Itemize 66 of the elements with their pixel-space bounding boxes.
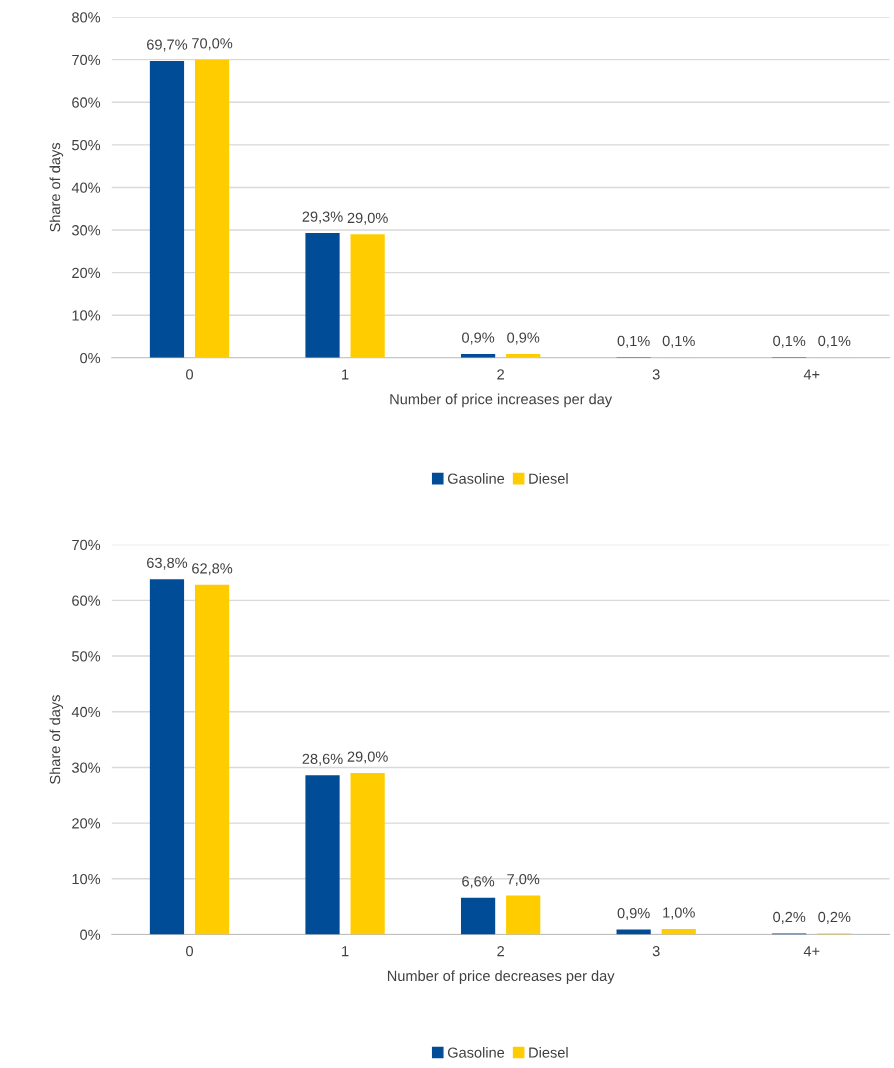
data-label: 29,3% <box>302 211 343 224</box>
x-tick-label: 0 <box>186 946 194 957</box>
x-tick-label: 0 <box>186 369 194 380</box>
data-label: 0,2% <box>818 911 851 924</box>
y-axis-title: Share of days <box>49 142 64 232</box>
y-tick-label: 10% <box>72 310 101 321</box>
x-tick-label: 4+ <box>803 946 820 957</box>
x-tick-label: 1 <box>342 369 349 380</box>
bar <box>149 60 185 358</box>
data-label: 29,0% <box>347 212 388 225</box>
data-label: 29,0% <box>347 751 388 764</box>
y-tick-label: 0% <box>80 929 101 940</box>
data-label: 7,0% <box>507 873 540 887</box>
x-axis-title: Number of price decreases per day <box>387 970 615 984</box>
legend-label: Gasoline <box>447 1047 505 1058</box>
bar <box>460 897 496 935</box>
y-tick-label: 80% <box>72 12 101 23</box>
x-tick-label: 2 <box>497 369 504 380</box>
bar <box>194 59 230 358</box>
y-tick-label: 30% <box>72 225 101 236</box>
bar <box>305 233 340 358</box>
x-tick-label: 3 <box>652 369 660 380</box>
y-tick-label: 70% <box>72 54 101 66</box>
bar <box>616 929 651 935</box>
data-label: 69,7% <box>147 39 188 52</box>
data-label: 63,8% <box>147 557 188 570</box>
x-tick-label: 2 <box>497 946 504 957</box>
data-label: 6,6% <box>462 876 495 889</box>
legend-label: Diesel <box>529 473 568 484</box>
data-label: 62,8% <box>192 563 233 576</box>
data-label: 70,0% <box>192 38 233 51</box>
bar <box>506 895 541 935</box>
y-tick-label: 20% <box>72 267 101 279</box>
y-tick-label: 50% <box>72 139 101 151</box>
data-label: 0,9% <box>617 907 650 920</box>
y-tick-label: 60% <box>72 97 101 108</box>
data-label: 0,1% <box>818 335 851 348</box>
bar <box>194 584 230 935</box>
data-label: 1,0% <box>663 907 695 920</box>
data-label: 0,1% <box>617 335 650 348</box>
y-tick-label: 40% <box>71 706 101 718</box>
data-label: 0,1% <box>662 335 695 348</box>
bar <box>350 234 385 358</box>
legend-label: Diesel <box>529 1047 568 1058</box>
data-label: 0,9% <box>507 332 540 345</box>
y-tick-label: 60% <box>72 595 101 606</box>
bar <box>149 579 185 935</box>
data-label: 0,9% <box>462 332 495 345</box>
y-tick-label: 40% <box>71 182 101 193</box>
y-tick-label: 0% <box>80 352 101 364</box>
bar <box>305 775 340 935</box>
data-label: 0,1% <box>773 335 806 348</box>
x-axis-title: Number of price increases per day <box>390 393 613 408</box>
y-tick-label: 30% <box>72 762 101 773</box>
y-tick-label: 10% <box>72 873 101 885</box>
y-tick-label: 50% <box>72 651 101 662</box>
legend-label: Gasoline <box>447 473 505 484</box>
y-tick-label: 20% <box>72 818 101 829</box>
data-label: 0,2% <box>773 911 806 924</box>
x-tick-label: 4+ <box>803 369 820 380</box>
y-tick-label: 70% <box>72 539 101 551</box>
x-tick-label: 3 <box>652 946 660 957</box>
y-axis-title: Share of days <box>49 695 64 784</box>
x-tick-label: 1 <box>342 946 349 957</box>
bar <box>350 773 385 935</box>
data-label: 28,6% <box>302 753 343 766</box>
